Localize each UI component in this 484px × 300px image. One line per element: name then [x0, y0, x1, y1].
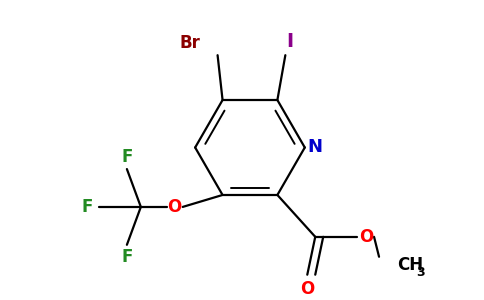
Text: CH: CH: [397, 256, 423, 274]
Text: F: F: [81, 198, 93, 216]
Text: O: O: [167, 198, 182, 216]
Text: Br: Br: [179, 34, 200, 52]
Text: O: O: [359, 228, 373, 246]
Text: N: N: [307, 139, 322, 157]
Text: F: F: [121, 148, 133, 166]
Text: O: O: [300, 280, 315, 298]
Text: F: F: [121, 248, 133, 266]
Text: 3: 3: [417, 266, 425, 279]
Text: I: I: [286, 32, 293, 51]
